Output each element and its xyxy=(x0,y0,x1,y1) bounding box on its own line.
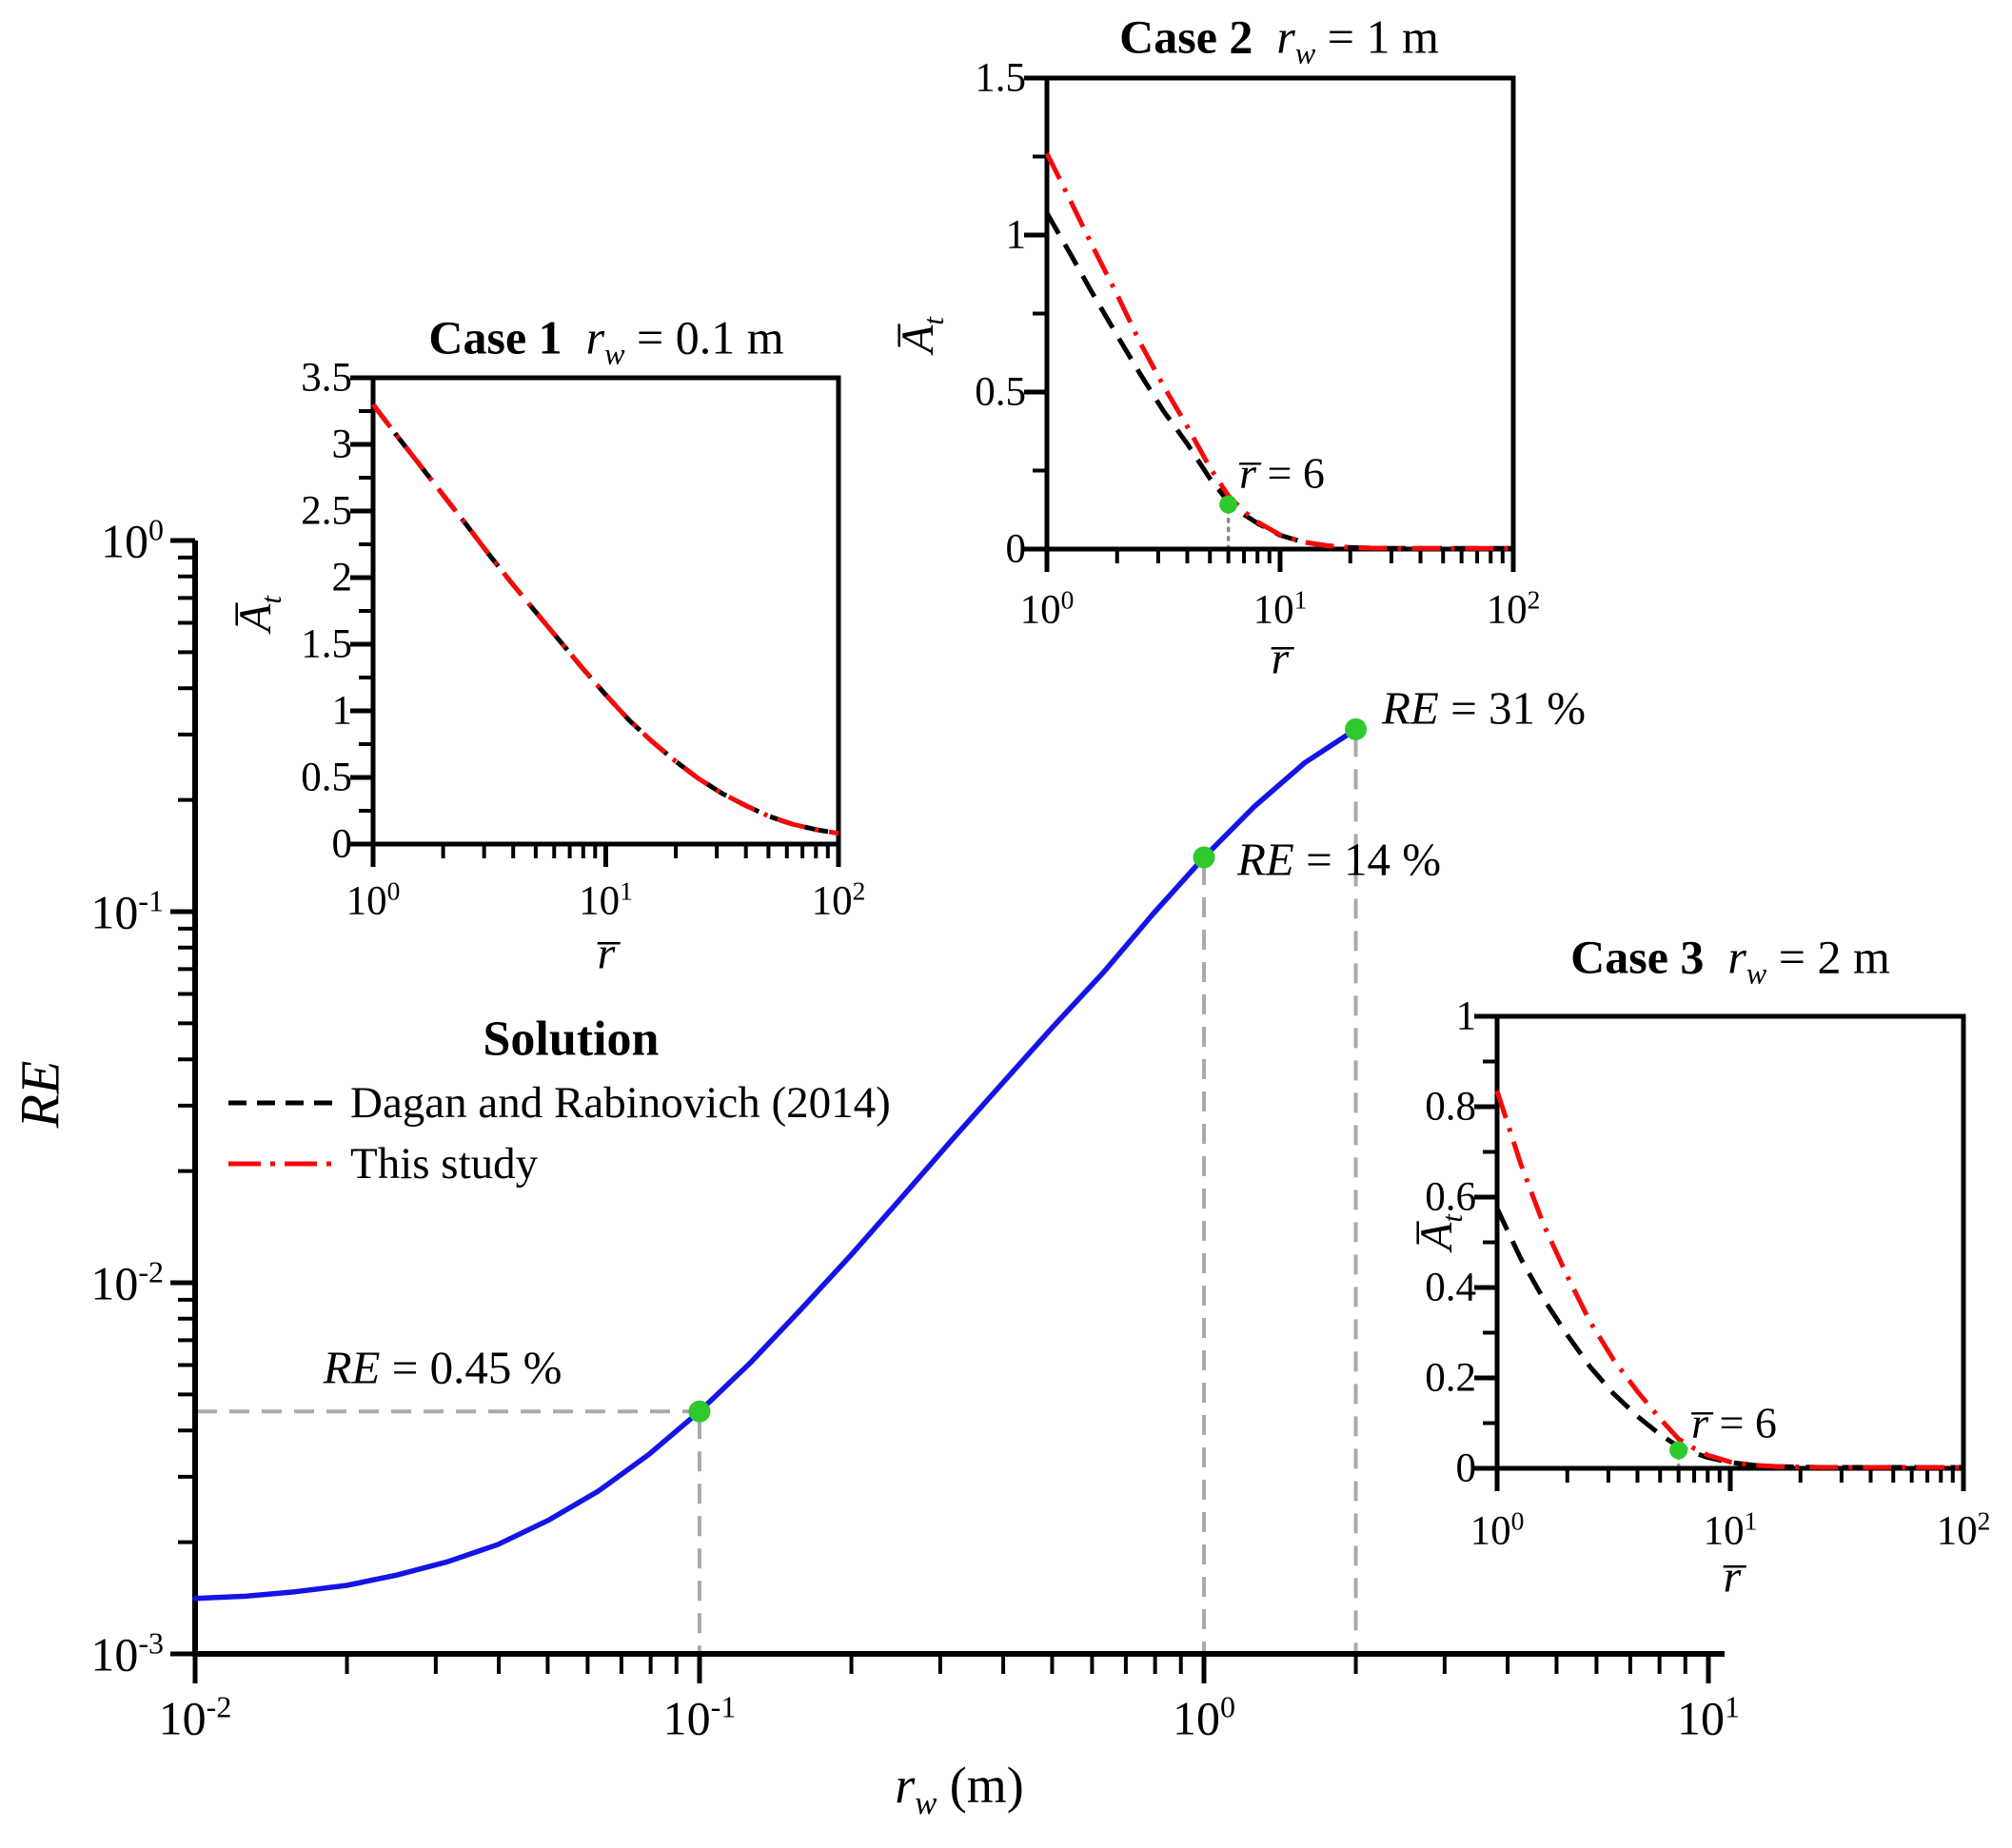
case1-y-tick-label: 3.5 xyxy=(301,355,352,401)
case3-y-tick-label: 0.8 xyxy=(1425,1084,1476,1130)
case1-y-tick-label: 2 xyxy=(331,555,353,600)
annotation-re-14: RE = 14 % xyxy=(1237,833,1441,887)
case3-x-tick-label: 101 xyxy=(1703,1505,1758,1554)
case2-annotation-r6: r̅ = 6 xyxy=(1239,448,1325,499)
case3-title-var: r xyxy=(1727,930,1746,984)
case2-y-tick-label: 0.5 xyxy=(975,369,1026,415)
case2-title-gap xyxy=(1253,10,1276,64)
main-x-axis-var: r xyxy=(895,1757,916,1815)
case3-title-var-sub: w xyxy=(1746,955,1767,991)
case2-x-axis-label: r̅ xyxy=(1271,633,1290,684)
case1-y-axis-label: A̅t xyxy=(229,596,288,632)
annotation-re-31: RE = 31 % xyxy=(1382,681,1586,736)
main-x-tick-label: 10-2 xyxy=(158,1689,232,1745)
case3-x-tick-label: 100 xyxy=(1470,1505,1525,1554)
case2-annotation-var: r̅ xyxy=(1239,448,1256,498)
legend-item-this-study: This study xyxy=(350,1139,539,1189)
case3-title: Case 3 rw = 2 m xyxy=(1570,930,1890,992)
case1-y-tick-label: 1 xyxy=(331,688,353,734)
annotation-re-045-value: = 0.45 % xyxy=(380,1341,562,1394)
case1-title-var-sub: w xyxy=(604,336,625,371)
case3-annotation-var: r̅ xyxy=(1691,1398,1708,1447)
case2-title-case: Case 2 xyxy=(1119,10,1253,64)
case2-annotation-value: = 6 xyxy=(1255,448,1325,498)
annotation-re-045: RE = 0.45 % xyxy=(324,1341,562,1395)
case1-x-tick-label: 100 xyxy=(345,875,401,924)
case3-y-tick-label: 0.6 xyxy=(1425,1174,1476,1220)
main-x-tick-label: 10-1 xyxy=(662,1689,737,1745)
case3-x-tick-label: 102 xyxy=(1936,1505,1991,1554)
case2-x-tick-label: 101 xyxy=(1253,584,1308,633)
annotation-re-31-value: = 31 % xyxy=(1438,681,1587,735)
annotation-re-045-var: RE xyxy=(323,1341,381,1394)
main-y-tick-label: 100 xyxy=(101,512,164,568)
annotation-re-31-var: RE xyxy=(1382,681,1439,735)
case2-title: Case 2 rw = 1 m xyxy=(1119,10,1439,71)
case2-y-axis-var: A̅ xyxy=(893,324,944,353)
legend-item-dagan: Dagan and Rabinovich (2014) xyxy=(350,1078,891,1128)
case3-title-case: Case 3 xyxy=(1570,930,1705,984)
case2-title-var-sub: w xyxy=(1294,35,1316,70)
case1-title-case: Case 1 xyxy=(428,310,562,364)
main-y-tick-label: 10-3 xyxy=(90,1625,164,1681)
case1-y-tick-label: 0.5 xyxy=(301,755,352,800)
case2-title-value: = 1 m xyxy=(1315,10,1439,64)
case1-y-tick-label: 3 xyxy=(331,422,353,467)
case1-y-tick-label: 2.5 xyxy=(301,488,352,534)
case1-y-axis-var: A̅ xyxy=(230,603,282,632)
case1-y-tick-label: 0 xyxy=(331,821,353,867)
main-x-axis-label: rw (m) xyxy=(895,1756,1024,1822)
case1-x-tick-label: 101 xyxy=(579,875,633,924)
case1-title: Case 1 rw = 0.1 m xyxy=(428,310,783,372)
legend-title: Solution xyxy=(483,1012,660,1067)
case3-y-tick-label: 1 xyxy=(1455,993,1477,1039)
case2-y-tick-label: 1.5 xyxy=(975,55,1026,101)
annotation-re-14-var: RE xyxy=(1237,833,1294,886)
case1-title-value: = 0.1 m xyxy=(624,310,784,364)
case1-title-var: r xyxy=(585,310,605,364)
case2-x-tick-label: 102 xyxy=(1486,584,1541,633)
main-y-tick-label: 10-1 xyxy=(90,883,164,939)
case2-x-tick-label: 100 xyxy=(1019,584,1075,633)
case3-y-tick-label: 0.2 xyxy=(1425,1355,1476,1401)
case3-y-tick-label: 0.4 xyxy=(1425,1265,1476,1310)
case3-title-value: = 2 m xyxy=(1766,930,1890,984)
case3-y-axis-var: A̅ xyxy=(1411,1222,1463,1250)
case2-y-axis-label: A̅t xyxy=(892,317,951,353)
case1-y-tick-label: 1.5 xyxy=(301,621,352,667)
case3-y-tick-label: 0 xyxy=(1455,1445,1477,1491)
case1-y-axis-var-sub: t xyxy=(254,596,287,604)
case3-annotation-value: = 6 xyxy=(1707,1398,1777,1447)
case2-y-tick-label: 0 xyxy=(1005,526,1027,572)
annotation-re-14-value: = 14 % xyxy=(1293,833,1442,886)
main-x-tick-label: 100 xyxy=(1173,1689,1235,1745)
main-x-tick-label: 101 xyxy=(1677,1689,1740,1745)
main-x-axis-var-sub: w xyxy=(915,1784,937,1821)
case1-x-axis-label: r̅ xyxy=(597,928,616,979)
case1-title-gap xyxy=(562,311,586,364)
main-y-tick-label: 10-2 xyxy=(90,1254,164,1310)
case1-x-tick-label: 102 xyxy=(811,875,866,924)
case2-title-var: r xyxy=(1276,10,1295,64)
case3-title-gap xyxy=(1704,931,1727,984)
case3-annotation-r6: r̅ = 6 xyxy=(1691,1398,1777,1448)
case2-y-axis-var-sub: t xyxy=(917,317,950,325)
main-x-axis-unit: (m) xyxy=(937,1757,1024,1815)
case2-y-tick-label: 1 xyxy=(1005,212,1027,258)
case3-x-axis-label: r̅ xyxy=(1723,1551,1742,1602)
main-y-axis-label: RE xyxy=(9,1060,71,1129)
